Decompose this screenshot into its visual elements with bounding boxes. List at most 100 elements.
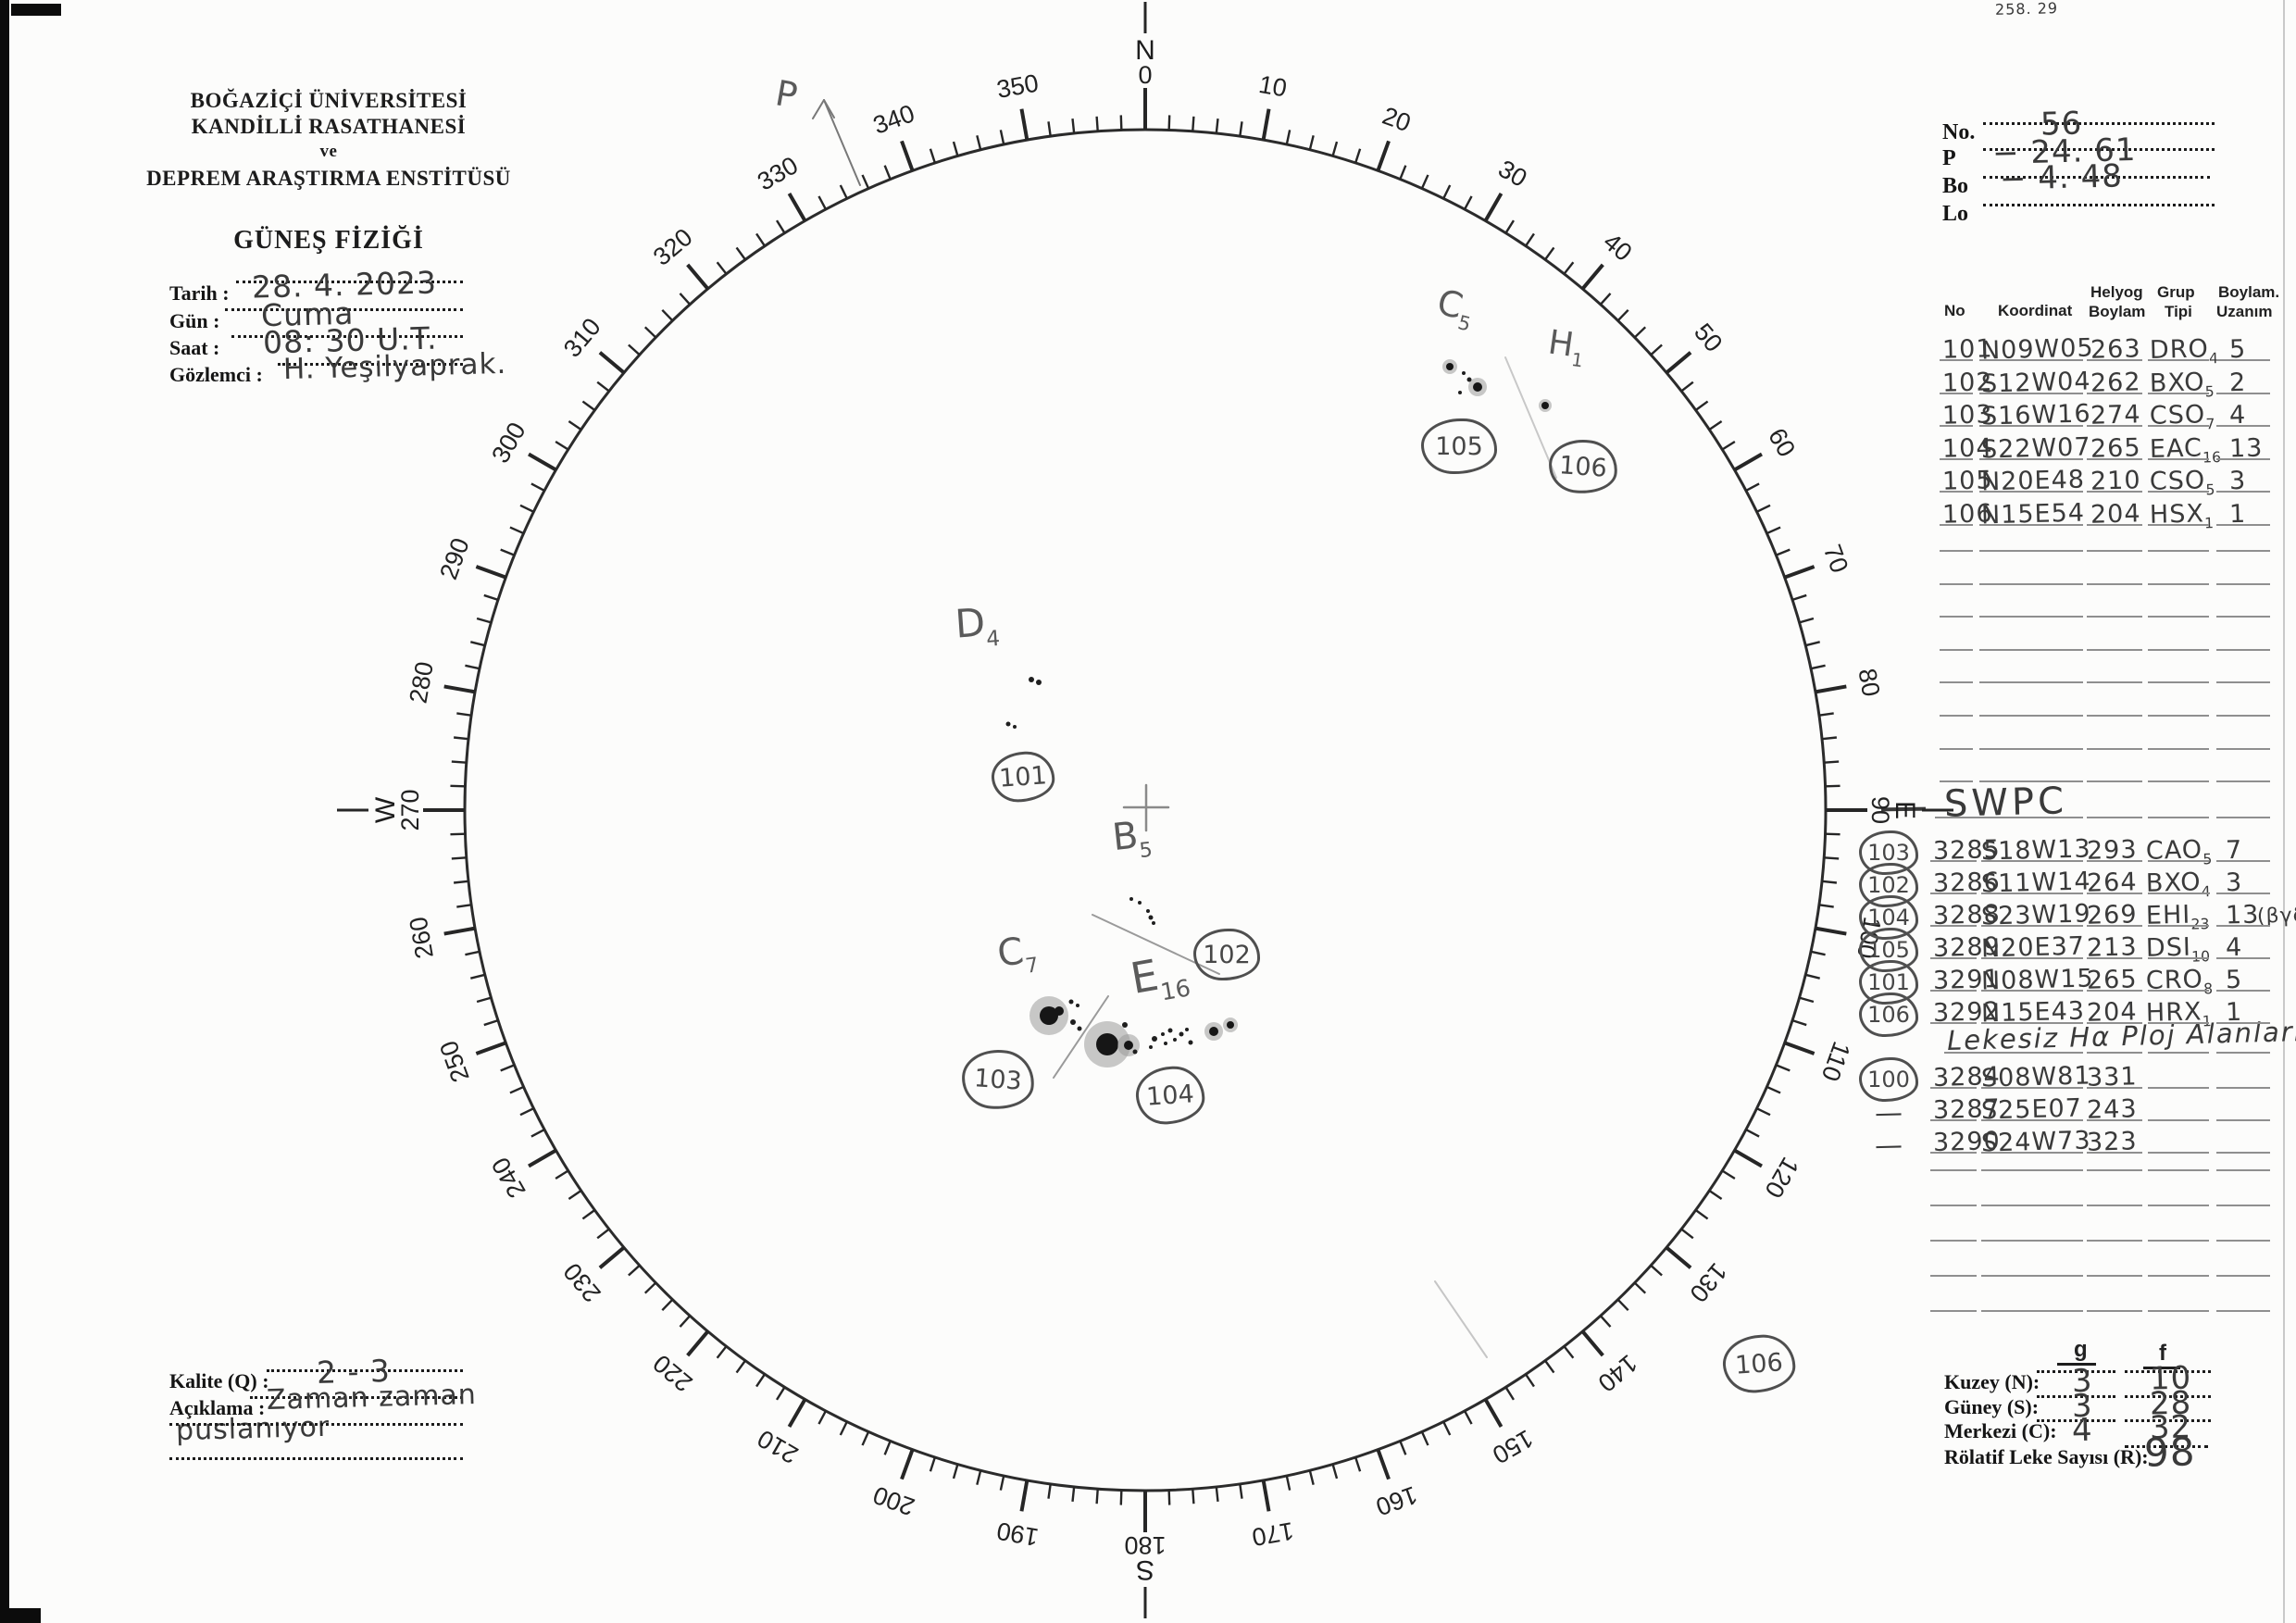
swpc-title-line-1 [2087, 817, 2142, 818]
col-grup-1: Grup [2157, 283, 2195, 301]
dial-degree-label-190: 190 [994, 1517, 1041, 1551]
gt-empty-row-5-line-3 [2148, 715, 2209, 717]
stats-label-1: Güney (S): [1944, 1395, 2040, 1418]
swpc-row-3288-line-3 [2148, 925, 2209, 927]
swpc-row-3285-line-1 [1981, 860, 2083, 862]
gt-empty-row-4-line-3 [2148, 681, 2209, 684]
swpc-row-3286-tip-subscript: 4 [2201, 882, 2211, 901]
gt-empty-row-3-line-3 [2148, 648, 2209, 651]
swpc-plage-3290-line-2 [2087, 1152, 2142, 1154]
dial-degree-label-350: 350 [994, 69, 1041, 104]
swpc-row-3286-line-1 [1981, 893, 2083, 894]
eph-bo-label: Bo [1942, 174, 1969, 198]
gt-row-106-line-1 [1979, 524, 2083, 526]
swpc-row-3288-line-2 [2087, 925, 2142, 927]
swpc-row-3286-line-2 [2087, 893, 2142, 894]
swpc-plage-3287-line-3 [2148, 1119, 2209, 1121]
dial-degree-label-250: 250 [434, 1037, 475, 1086]
group-label-D4: D4 [954, 599, 1001, 652]
gt-row-104-line-0 [1940, 458, 1973, 460]
dial-degree-label-330: 330 [753, 151, 803, 196]
gt-row-106-line-4 [2216, 524, 2270, 526]
gt-row-105-line-3 [2148, 491, 2209, 493]
circled-group-number-106-b: 106 [1720, 1332, 1798, 1395]
institution-line2: KANDİLLİ RASATHANESİ [191, 115, 467, 138]
col-uzanim-1: Boylam. [2218, 283, 2280, 301]
dial-degree-label-40: 40 [1598, 228, 1637, 267]
swpc-row-3285-tip-subscript: 5 [2202, 850, 2213, 868]
dial-degree-label-320: 320 [648, 223, 698, 271]
swpc-title-line-0 [1935, 817, 2083, 818]
gt-row-104-tip: EAC16 [2149, 433, 2222, 467]
gt-empty-row-0-line-0 [1940, 550, 1973, 552]
dial-degree-label-340: 340 [869, 99, 918, 140]
gt-row-101-tip: DRO4 [2149, 334, 2219, 368]
scan-edge-strip [0, 0, 9, 1623]
gt-empty-row-7-line-2 [2087, 780, 2142, 783]
swpc-row-3286-tip: BXO4 [2145, 868, 2211, 901]
saat-line [231, 335, 463, 338]
scan-corner-mark-top [11, 4, 61, 16]
eph-bo-value: − 4. 48 [1999, 157, 2124, 198]
circled-group-number-105: 105 [1421, 418, 1497, 474]
gt-row-104-line-4 [2216, 458, 2270, 460]
eph-no-line [1983, 122, 2215, 125]
eph-lo-value: 258. 29 [1994, 0, 2059, 19]
swpc-plage-circled-100: 100 [1859, 1057, 1918, 1102]
gt-row-104-line-2 [2087, 458, 2142, 460]
dial-degree-label-180: 180 [1124, 1531, 1166, 1559]
dial-degree-label-200: 200 [869, 1480, 918, 1521]
gt-row-104-tip-subscript: 16 [2202, 448, 2222, 467]
swpc-row-3292-tip: HRX1 [2145, 997, 2212, 1030]
swpc-empty-row-4-line-3 [2148, 1310, 2209, 1312]
col-koordinat: Koordinat [1998, 302, 2073, 319]
dial-degree-label-210: 210 [753, 1424, 803, 1469]
gozlemci-label: Gözlemci : [169, 363, 263, 386]
gt-empty-row-3-line-4 [2216, 648, 2270, 651]
swpc-row-3285-line-2 [2087, 860, 2142, 862]
swpc-row-3285-line-3 [2148, 860, 2209, 862]
group-label-H1: H1 [1545, 323, 1585, 372]
stats-col-f-underline [2143, 1367, 2180, 1369]
gun-label: Gün : [169, 309, 220, 332]
gt-row-102-tip-subscript: 5 [2204, 382, 2215, 401]
gt-empty-row-3-line-0 [1940, 648, 1973, 651]
swpc-row-3285-tip: CAO5 [2145, 835, 2213, 868]
gt-empty-row-2-line-1 [1979, 616, 2083, 618]
group-label-C5: C5 [1433, 281, 1473, 336]
dial-degree-label-80: 80 [1853, 667, 1885, 699]
cardinal-label-W: W [370, 796, 401, 823]
swpc-empty-row-2-line-1 [1981, 1240, 2083, 1242]
swpc-row-3288-tip: EHI23 [2145, 900, 2210, 933]
dial-degree-label-290: 290 [434, 534, 475, 583]
circled-group-number-101: 101 [990, 749, 1056, 805]
swpc-empty-row-2-line-4 [2216, 1240, 2270, 1242]
swpc-plage-dash-1: — [1874, 1096, 1904, 1130]
swpc-row-3289-tip-subscript: 10 [2190, 947, 2211, 966]
swpc-row-3288-line-0 [1930, 925, 1977, 927]
swpc-empty-row-1-line-3 [2148, 1205, 2209, 1206]
swpc-empty-row-0-line-3 [2148, 1169, 2209, 1171]
swpc-plage-3284-line-3 [2148, 1087, 2209, 1089]
circled-group-number-103: 103 [959, 1047, 1037, 1112]
kalite-line [267, 1369, 463, 1372]
gt-row-106-line-2 [2087, 524, 2142, 526]
gt-row-102-line-2 [2087, 393, 2142, 394]
group-label-D4-subscript: 4 [985, 626, 1001, 652]
dial-degree-label-110: 110 [1816, 1038, 1856, 1085]
dial-degree-label-280: 280 [405, 659, 439, 705]
group-label-C7: C7 [994, 930, 1041, 979]
swpc-row-3285-line-4 [2216, 860, 2270, 862]
eph-p-label: P [1942, 146, 1956, 170]
aciklama-line3 [169, 1457, 463, 1460]
gt-row-106-tip: HSX1 [2149, 499, 2215, 532]
swpc-plage-3290-line-4 [2216, 1152, 2270, 1154]
gt-empty-row-0-line-1 [1979, 550, 2083, 552]
swpc-plage-3290-line-0 [1930, 1152, 1977, 1154]
gt-empty-row-4-line-1 [1979, 681, 2083, 684]
col-no: No [1944, 302, 1965, 319]
swpc-row-3289-line-2 [2087, 957, 2142, 959]
swpc-empty-row-2-line-3 [2148, 1240, 2209, 1242]
circled-group-number-104: 104 [1133, 1064, 1207, 1127]
swpc-row-3292-line-0 [1930, 1022, 1977, 1024]
